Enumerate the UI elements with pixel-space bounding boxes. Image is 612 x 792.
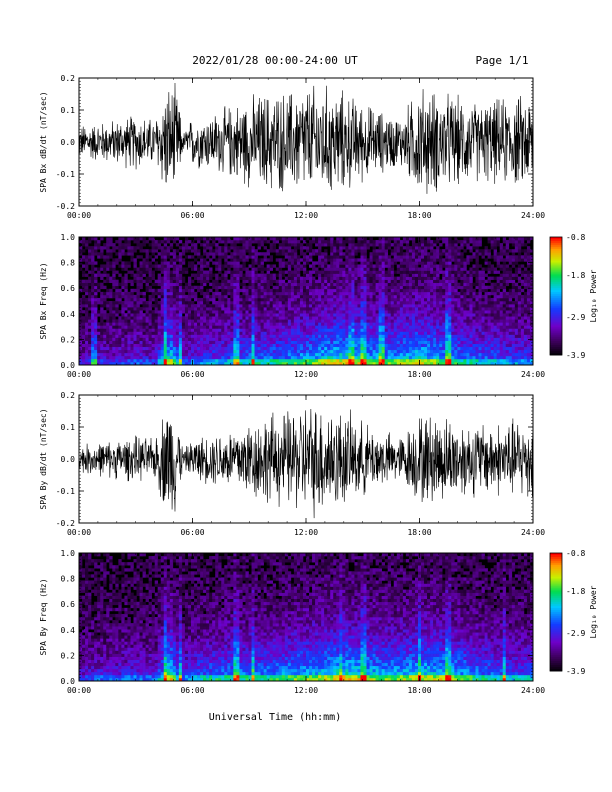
y-tick-label: 0.6 bbox=[61, 284, 76, 293]
panel-2: -0.8 -1.8 -2.9 -3.9 Log₁₀ Power 1.0 0.8 0.6 0.4 0… bbox=[39, 233, 598, 379]
x-tick-label: 00:00 bbox=[67, 370, 91, 379]
x-tick-label: 18:00 bbox=[407, 528, 431, 537]
y-tick-label: 0.2 bbox=[61, 391, 76, 400]
y-tick-label: -0.2 bbox=[56, 519, 75, 528]
panel-group: 0.20.10.0-0.1-0.200:00 06:00 12:00 18:00 24:… bbox=[39, 74, 598, 695]
x-tick-label: 00:00 bbox=[67, 686, 91, 695]
x-tick-label: 24:00 bbox=[521, 528, 545, 537]
x-tick-label: 24:00 bbox=[521, 686, 545, 695]
y-axis-label: SPA Bx dB/dt (nT/sec) bbox=[39, 91, 48, 192]
colorbar-tick-label: -1.8 bbox=[566, 587, 585, 596]
x-tick-label: 12:00 bbox=[294, 528, 318, 537]
x-tick-label: 24:00 bbox=[521, 370, 545, 379]
x-tick-label: 12:00 bbox=[294, 370, 318, 379]
page-indicator: Page 1/1 bbox=[476, 54, 529, 67]
colorbar-tick-label: -2.9 bbox=[566, 313, 585, 322]
y-tick-label: 0.0 bbox=[61, 138, 76, 147]
y-tick-label: 1.0 bbox=[61, 233, 76, 242]
y-tick-label: 0.0 bbox=[61, 455, 76, 464]
colorbar-tick-label: -1.8 bbox=[566, 271, 585, 280]
y-tick-label: -0.2 bbox=[56, 202, 75, 211]
x-tick-label: 00:00 bbox=[67, 211, 91, 220]
y-tick-label: 1.0 bbox=[61, 549, 76, 558]
y-tick-label: 0.2 bbox=[61, 335, 76, 344]
heatmap-cells-2 bbox=[79, 237, 534, 366]
y-tick-label: -0.1 bbox=[56, 487, 75, 496]
x-tick-label: 24:00 bbox=[521, 211, 545, 220]
panel-4: -0.8 -1.8 -2.9 -3.9 Log₁₀ Power 1.0 0.8 0.6 0.4 0… bbox=[39, 549, 598, 695]
x-tick-label: 12:00 bbox=[294, 686, 318, 695]
panel-1: 0.2 0.1 0.0 -0.1 -0.200:00 06:00 12:00 18:00 24:… bbox=[39, 74, 545, 220]
x-tick-label: 06:00 bbox=[180, 211, 204, 220]
x-tick-label: 18:00 bbox=[407, 211, 431, 220]
x-tick-label: 18:00 bbox=[407, 686, 431, 695]
series-line-1 bbox=[79, 82, 533, 194]
y-axis-label: SPA Bx Freq (Hz) bbox=[39, 262, 48, 339]
x-tick-label: 06:00 bbox=[180, 686, 204, 695]
colorbar-tick-label: -0.8 bbox=[566, 233, 585, 242]
x-tick-label: 12:00 bbox=[294, 211, 318, 220]
y-axis-label: SPA By Freq (Hz) bbox=[39, 578, 48, 655]
colorbar-tick-label: -0.8 bbox=[566, 549, 585, 558]
x-axis-title: Universal Time (hh:mm) bbox=[209, 712, 341, 723]
colorbar-label: Log₁₀ Power bbox=[589, 585, 598, 638]
colorbar-label: Log₁₀ Power bbox=[589, 269, 598, 322]
y-tick-label: 0.8 bbox=[61, 259, 76, 268]
colorbar-4: -0.8 -1.8 -2.9 -3.9 Log₁₀ Power bbox=[549, 549, 598, 676]
x-tick-label: 18:00 bbox=[407, 370, 431, 379]
y-tick-label: 0.4 bbox=[61, 626, 76, 635]
y-tick-label: 0.2 bbox=[61, 74, 76, 83]
colorbar-2: -0.8 -1.8 -2.9 -3.9 Log₁₀ Power bbox=[549, 233, 598, 360]
y-tick-label: 0.1 bbox=[61, 106, 76, 115]
x-tick-label: 06:00 bbox=[180, 528, 204, 537]
colorbar-tick-label: -3.9 bbox=[566, 667, 585, 676]
panel-3: 0.2 0.1 0.0 -0.1 -0.200:00 06:00 12:00 18:00 24:… bbox=[39, 391, 545, 537]
series-line-3 bbox=[79, 409, 533, 519]
y-axis-label: SPA By dB/dt (nT/sec) bbox=[39, 408, 48, 509]
heatmap-cells-4 bbox=[79, 553, 534, 682]
y-tick-label: 0.8 bbox=[61, 575, 76, 584]
date-range-title: 2022/01/28 00:00-24:00 UT bbox=[192, 54, 358, 67]
colorbar-tick-label: -2.9 bbox=[566, 629, 585, 638]
y-tick-label: 0.0 bbox=[61, 677, 76, 686]
x-tick-label: 06:00 bbox=[180, 370, 204, 379]
x-tick-label: 00:00 bbox=[67, 528, 91, 537]
colorbar-tick-label: -3.9 bbox=[566, 351, 585, 360]
y-tick-label: 0.2 bbox=[61, 651, 76, 660]
y-tick-label: 0.1 bbox=[61, 423, 76, 432]
y-tick-label: -0.1 bbox=[56, 170, 75, 179]
y-tick-label: 0.0 bbox=[61, 361, 76, 370]
y-tick-label: 0.4 bbox=[61, 310, 76, 319]
y-tick-label: 0.6 bbox=[61, 600, 76, 609]
